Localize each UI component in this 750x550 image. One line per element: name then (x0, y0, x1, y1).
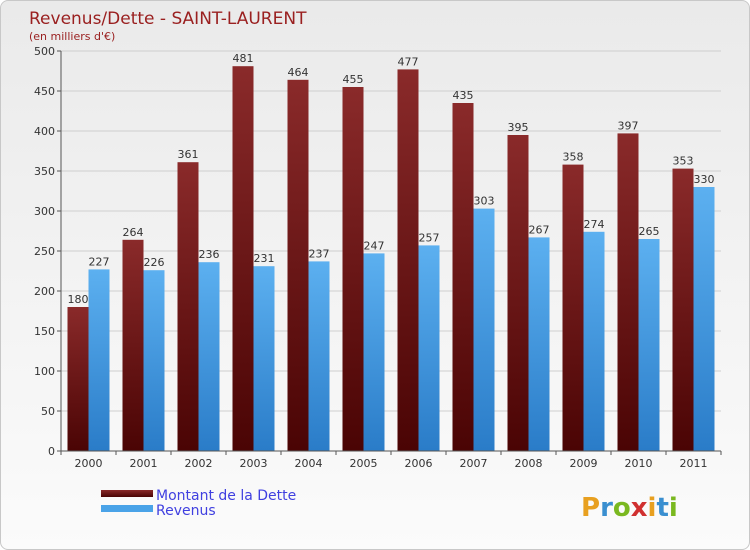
bar-dette (397, 69, 419, 452)
x-tick-label: 2006 (405, 457, 433, 470)
axes: 0 50 100 150 200 250 300 350 400 450 500 2000 2001 20… (34, 45, 722, 470)
bar-revenus (143, 270, 165, 451)
data-label: 231 (254, 252, 275, 265)
x-tick-label: 2008 (515, 457, 543, 470)
bars (67, 66, 715, 452)
y-tick-label: 450 (34, 85, 55, 98)
data-label: 455 (343, 73, 364, 86)
x-tick-label: 2003 (240, 457, 268, 470)
data-label: 358 (563, 151, 584, 164)
y-tick-label: 500 (34, 45, 55, 58)
data-label: 264 (123, 226, 144, 239)
x-tick-label: 2001 (130, 457, 158, 470)
x-tick-label: 2000 (75, 457, 103, 470)
bar-dette (342, 87, 364, 451)
legend-swatch-debt (101, 490, 153, 497)
data-label: 395 (508, 121, 529, 134)
data-label: 464 (288, 66, 309, 79)
bar-revenus (308, 261, 330, 451)
data-label: 257 (419, 231, 440, 244)
bar-revenus (693, 187, 715, 451)
bar-dette (67, 307, 89, 451)
x-tick-label: 2004 (295, 457, 323, 470)
y-tick-label: 0 (48, 445, 55, 458)
x-tick-label: 2007 (460, 457, 488, 470)
x-tick-label: 2010 (625, 457, 653, 470)
y-tick-label: 400 (34, 125, 55, 138)
legend-label-debt: Montant de la Dette (156, 488, 296, 504)
logo-letter: P (581, 493, 600, 523)
legend-swatch-revenus (101, 505, 153, 512)
bar-revenus (473, 208, 495, 451)
logo-letter: t (656, 493, 668, 523)
logo-letter: x (631, 493, 648, 523)
bar-revenus (88, 269, 110, 451)
logo-letter: i (669, 493, 678, 523)
bar-revenus (363, 253, 385, 451)
data-label: 477 (398, 55, 419, 68)
logo-letter: i (648, 493, 657, 523)
y-tick-label: 250 (34, 245, 55, 258)
bar-dette (177, 162, 199, 451)
x-tick-label: 2011 (680, 457, 708, 470)
chart-subtitle: (en milliers d'€) (29, 30, 115, 43)
bar-revenus (583, 231, 605, 451)
bar-revenus (253, 266, 275, 451)
data-label: 226 (144, 256, 165, 269)
data-label: 274 (584, 218, 605, 231)
bar-dette (122, 239, 144, 451)
bar-dette (287, 79, 309, 452)
data-label: 330 (694, 173, 715, 186)
data-label: 227 (89, 255, 110, 268)
x-tick-label: 2009 (570, 457, 598, 470)
bar-revenus (198, 262, 220, 451)
y-tick-label: 50 (41, 405, 55, 418)
data-label: 236 (199, 248, 220, 261)
y-tick-label: 300 (34, 205, 55, 218)
bar-revenus (418, 245, 440, 451)
bar-revenus (528, 237, 550, 451)
bar-dette (672, 168, 694, 451)
legend: Montant de la Dette Revenus (101, 488, 296, 519)
data-label: 267 (529, 223, 550, 236)
y-tick-label: 100 (34, 365, 55, 378)
bar-revenus (638, 239, 660, 451)
y-tick-label: 150 (34, 325, 55, 338)
y-tick-label: 200 (34, 285, 55, 298)
logo-letter: r (600, 493, 613, 523)
bar-dette (452, 103, 474, 451)
proxiti-logo: Proxiti (581, 493, 678, 523)
data-label: 481 (233, 52, 254, 65)
data-label: 397 (618, 119, 639, 132)
data-label: 435 (453, 89, 474, 102)
y-tick-label: 350 (34, 165, 55, 178)
bar-dette (507, 135, 529, 451)
data-labels: 180 227 264 226 361 236 481 231 464 237 455 247 477 2… (68, 52, 715, 306)
grid (57, 50, 721, 452)
logo-letter: o (613, 493, 631, 523)
data-label: 237 (309, 247, 330, 260)
chart-title: Revenus/Dette - SAINT-LAURENT (29, 9, 307, 29)
data-label: 303 (474, 195, 495, 208)
data-label: 247 (364, 239, 385, 252)
data-label: 180 (68, 293, 89, 306)
bar-dette (562, 164, 584, 451)
bar-dette (232, 66, 254, 451)
x-tick-label: 2005 (350, 457, 378, 470)
data-label: 353 (673, 155, 694, 168)
data-label: 361 (178, 148, 199, 161)
bar-dette (617, 133, 639, 451)
x-tick-label: 2002 (185, 457, 213, 470)
data-label: 265 (639, 225, 660, 238)
legend-label-revenus: Revenus (156, 503, 216, 519)
